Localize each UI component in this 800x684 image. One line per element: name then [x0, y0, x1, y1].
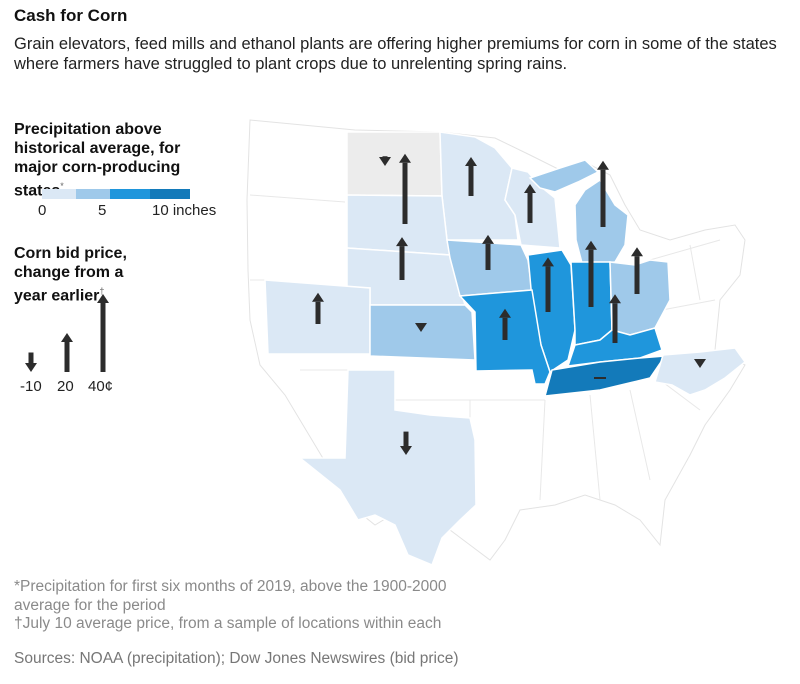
- state-texas: [297, 369, 477, 566]
- arrow-michigan: [597, 160, 609, 227]
- legend-precip-swatch-3: [150, 189, 190, 199]
- chart-subtitle: Grain elevators, feed mills and ethanol …: [14, 35, 777, 73]
- legend-price-label-20: 20: [57, 378, 74, 395]
- legend-precip-swatch-1: [76, 189, 110, 199]
- legend-precip-tick-5: 5: [98, 202, 107, 219]
- chart-title: Cash for Corn: [14, 6, 128, 25]
- arrow-north-dakota: [379, 156, 391, 166]
- legend-precip-tick-10: 10 inches: [152, 202, 217, 219]
- price-arrows: [312, 153, 706, 455]
- arrow-wisconsin: [524, 184, 536, 223]
- legend-price-line3: year earlier: [14, 287, 100, 305]
- legend-price-line1: Corn bid price,: [14, 245, 127, 262]
- arrow-illinois: [542, 257, 554, 312]
- arrow-ohio: [631, 247, 643, 294]
- arrow-nebraska: [396, 237, 408, 280]
- arrow-missouri: [499, 308, 511, 340]
- legend-precip-swatch-0: [42, 189, 76, 199]
- state-north-dakota: [346, 131, 443, 197]
- legend-precip-line3: major corn-producing: [14, 159, 181, 176]
- arrow-south-dakota: [399, 153, 411, 224]
- legend-price-label-minus10: -10: [20, 378, 42, 395]
- legend-arrow-2: [97, 294, 109, 372]
- legend-arrow-1: [61, 333, 73, 372]
- legend-precip-line1: Precipitation above: [14, 121, 162, 138]
- arrow-north-carolina: [694, 359, 706, 368]
- arrow-texas: [400, 431, 412, 455]
- arrow-iowa: [482, 234, 494, 270]
- arrow-colorado: [312, 292, 324, 324]
- legend-arrow-0: [25, 352, 37, 372]
- note-price: †July 10 average price, from a sample of…: [14, 615, 442, 632]
- legend-precip-swatch-2: [110, 189, 150, 199]
- note-precip-line1: *Precipitation for first six months of 2…: [14, 578, 447, 595]
- arrow-minnesota: [465, 157, 477, 196]
- legend-price-heading: Corn bid price, change from a year earli…: [14, 244, 154, 305]
- arrow-indiana: [585, 240, 597, 307]
- legend-price-line2: change from a: [14, 264, 124, 281]
- us-choropleth-map: [25, 119, 747, 566]
- legend-price-arrows: [25, 294, 109, 372]
- legend-precip-line2: historical average, for: [14, 140, 181, 157]
- legend-price-label-40: 40¢: [88, 378, 114, 395]
- state-kansas: [369, 304, 476, 361]
- legend-precip-tick-0: 0: [38, 202, 47, 219]
- sources: Sources: NOAA (precipitation); Dow Jones…: [14, 650, 459, 667]
- state-michigan-upper: [528, 159, 600, 193]
- state-north-carolina: [654, 347, 747, 396]
- state-tennessee: [543, 355, 667, 397]
- arrow-kentucky: [609, 294, 621, 343]
- legend-precip-marker: *: [60, 181, 64, 191]
- note-precip-line2: average for the period: [14, 597, 166, 614]
- legend-price-marker: †: [99, 286, 105, 296]
- arrow-kansas: [415, 323, 427, 332]
